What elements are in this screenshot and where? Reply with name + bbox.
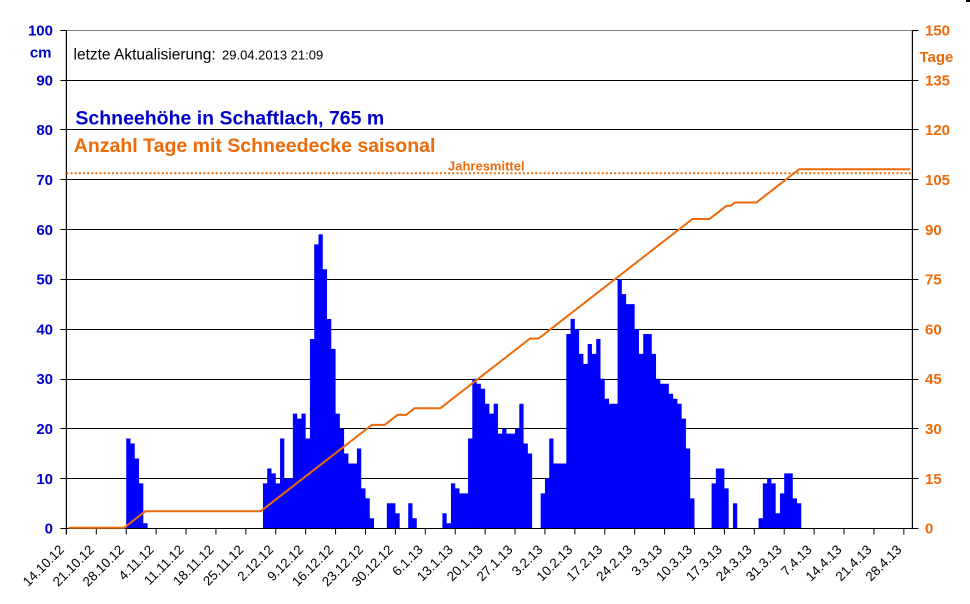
svg-text:50: 50: [36, 272, 53, 289]
svg-text:70: 70: [36, 172, 53, 189]
svg-text:30: 30: [925, 421, 942, 438]
svg-text:cm: cm: [30, 44, 52, 61]
svg-text:Tage: Tage: [920, 49, 954, 66]
svg-text:30: 30: [36, 371, 53, 388]
svg-text:135: 135: [925, 72, 950, 89]
svg-text:0: 0: [925, 521, 933, 538]
svg-text:80: 80: [36, 122, 53, 139]
svg-text:60: 60: [36, 222, 53, 239]
svg-text:40: 40: [36, 321, 53, 338]
svg-text:105: 105: [925, 172, 950, 189]
svg-text:120: 120: [925, 122, 950, 139]
svg-text:100: 100: [28, 23, 53, 40]
svg-text:Anzahl Tage mit Schneedecke sa: Anzahl Tage mit Schneedecke saisonal: [74, 135, 436, 157]
svg-text:Jahresmittel: Jahresmittel: [448, 159, 525, 174]
svg-text:letzte Aktualisierung:: letzte Aktualisierung:: [74, 47, 216, 64]
svg-text:75: 75: [925, 272, 942, 289]
svg-text:90: 90: [36, 72, 53, 89]
svg-text:0: 0: [45, 521, 53, 538]
svg-text:45: 45: [925, 371, 942, 388]
svg-text:29.04.2013 21:09: 29.04.2013 21:09: [222, 48, 323, 63]
svg-text:90: 90: [925, 222, 942, 239]
svg-text:Schneehöhe in Schaftlach, 765: Schneehöhe in Schaftlach, 765 m: [75, 108, 384, 130]
svg-text:150: 150: [925, 23, 950, 40]
svg-text:10: 10: [36, 471, 53, 488]
svg-text:15: 15: [925, 471, 942, 488]
svg-text:60: 60: [925, 321, 942, 338]
svg-text:20: 20: [36, 421, 53, 438]
